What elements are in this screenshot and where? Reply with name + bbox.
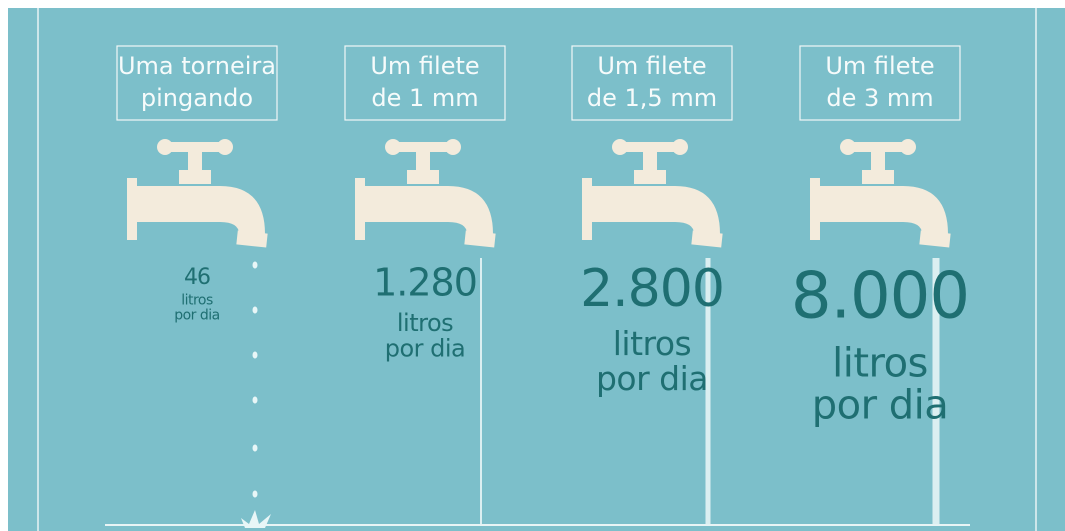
faucet-handle-end [840, 139, 856, 155]
faucet-stem [416, 148, 430, 172]
water-drop [253, 307, 258, 314]
faucet-handle-end [672, 139, 688, 155]
faucet-nut [179, 170, 211, 184]
water-stream [480, 258, 482, 525]
unit-text: litros [181, 293, 213, 309]
infographic: Uma torneirapingando46litrospor diaUm fi… [0, 0, 1065, 531]
label-text: Um filete [597, 52, 706, 80]
faucet-handle-end [445, 139, 461, 155]
water-drop [253, 352, 258, 359]
unit-text: litros [832, 341, 928, 387]
label-text: Uma torneira [118, 52, 276, 80]
faucet-handle-end [217, 139, 233, 155]
label-text: de 1,5 mm [587, 84, 717, 112]
faucet-flange [355, 178, 365, 240]
water-drop [253, 397, 258, 404]
faucet-nut [407, 170, 439, 184]
unit-text: por dia [385, 334, 466, 362]
faucet-nut [634, 170, 666, 184]
label-text: Um filete [370, 52, 479, 80]
unit-text: litros [397, 309, 453, 337]
faucet-flange [582, 178, 592, 240]
faucet-stem [871, 148, 885, 172]
faucet-handle-end [385, 139, 401, 155]
label-text: de 3 mm [826, 84, 933, 112]
unit-text: por dia [596, 359, 708, 398]
faucet-handle-end [612, 139, 628, 155]
water-drop [253, 445, 258, 452]
label-text: de 1 mm [371, 84, 478, 112]
faucet-stem [188, 148, 202, 172]
faucet-flange [127, 178, 137, 240]
label-text: Um filete [825, 52, 934, 80]
amount: 2.800 [580, 259, 724, 319]
amount: 8.000 [791, 260, 969, 334]
faucet-stem [643, 148, 657, 172]
unit-text: por dia [812, 383, 949, 429]
amount: 46 [184, 265, 210, 290]
unit-text: por dia [174, 307, 220, 323]
faucet-handle-end [900, 139, 916, 155]
unit-text: litros [613, 324, 692, 363]
amount: 1.280 [373, 261, 477, 305]
water-drop [253, 262, 258, 269]
water-drop [253, 491, 258, 498]
faucet-flange [810, 178, 820, 240]
faucet-nut [862, 170, 894, 184]
label-text: pingando [141, 84, 253, 112]
faucet-handle-end [157, 139, 173, 155]
